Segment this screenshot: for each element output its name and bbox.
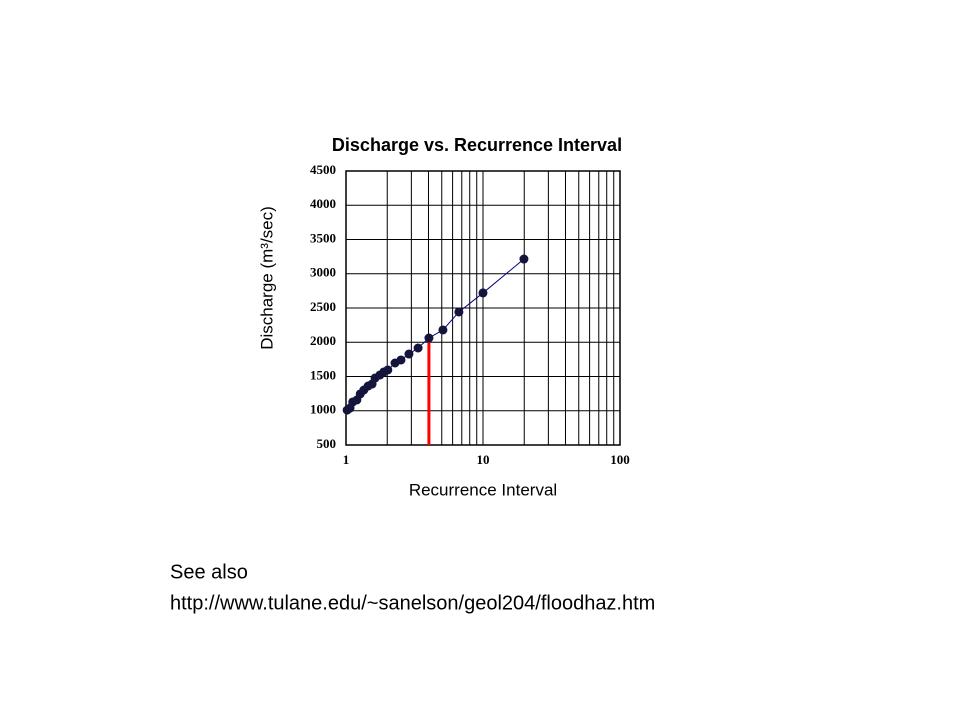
x-tick-label: 1 (343, 452, 350, 467)
y-tick-label: 2000 (310, 333, 336, 348)
data-point (519, 254, 529, 264)
chart-title: Discharge vs. Recurrence Interval (332, 135, 622, 155)
y-tick-label: 1000 (310, 402, 336, 417)
x-axis-label: Recurrence Interval (409, 480, 557, 499)
y-tick-label: 4500 (310, 162, 336, 177)
data-point (396, 355, 406, 365)
y-tick-label: 3500 (310, 230, 336, 245)
y-tick-label: 3000 (310, 265, 336, 280)
data-point (438, 325, 448, 335)
y-tick-label: 500 (317, 436, 337, 451)
x-tick-label: 100 (610, 452, 630, 467)
data-point (383, 365, 393, 375)
y-tick-label: 1500 (310, 367, 336, 382)
data-point (404, 349, 414, 359)
data-point (413, 343, 423, 353)
note: See also (170, 561, 248, 583)
y-axis-label: Discharge (m³/sec) (257, 206, 276, 350)
data-point (424, 333, 434, 343)
data-point (478, 288, 488, 298)
plot-border (345, 170, 621, 446)
x-tick-label: 10 (477, 452, 490, 467)
y-tick-label: 2500 (310, 299, 336, 314)
y-tick-label: 4000 (310, 196, 336, 211)
note-link: http://www.tulane.edu/~sanelson/geol204/… (170, 592, 655, 614)
data-point (454, 307, 464, 317)
